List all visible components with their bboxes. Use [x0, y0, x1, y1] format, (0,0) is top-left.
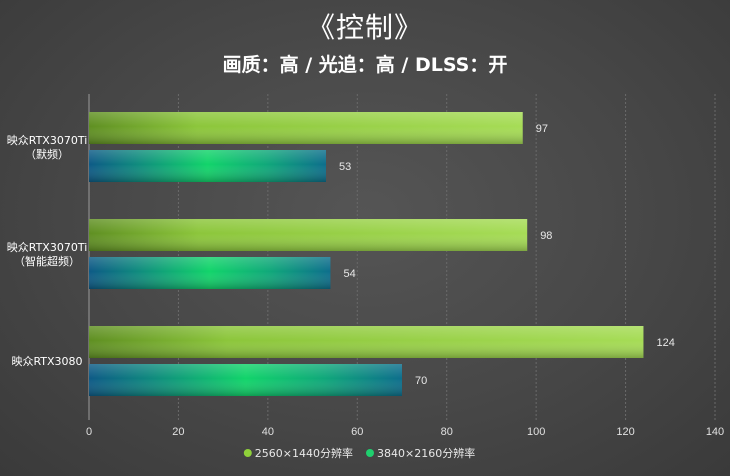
x-tick-label: 60	[351, 426, 363, 438]
category-label: 映众RTX3070Ti	[7, 134, 88, 147]
bar-shading	[89, 150, 326, 182]
x-tick-label: 140	[706, 426, 724, 438]
category-label: 映众RTX3070Ti	[7, 241, 88, 254]
data-label: 70	[415, 375, 427, 387]
data-label: 53	[339, 161, 351, 173]
legend-swatch	[243, 449, 252, 457]
legend-swatch	[366, 449, 374, 457]
category-label: （默频）	[25, 147, 69, 161]
bar-shading	[89, 257, 331, 289]
data-label: 97	[536, 123, 548, 135]
x-tick-label: 40	[262, 426, 274, 438]
x-tick-label: 20	[172, 426, 184, 438]
legend-label: 3840×2160分辨率	[377, 446, 475, 460]
data-label: 98	[540, 230, 552, 242]
chart-title: 《控制》	[306, 11, 423, 44]
bar-shading	[89, 364, 402, 396]
x-tick-label: 0	[86, 426, 92, 438]
data-label: 124	[656, 337, 674, 349]
bar-shading	[89, 112, 523, 144]
x-tick-label: 120	[616, 426, 634, 438]
data-label: 54	[343, 268, 355, 280]
legend-label: 2560×1440分辨率	[255, 446, 353, 460]
chart-subtitle: 画质：高 / 光追：高 / DLSS：开	[222, 54, 508, 76]
bar-shading	[89, 219, 528, 251]
x-tick-label: 100	[527, 426, 545, 438]
category-label: （智能超频）	[14, 254, 80, 268]
category-label: 映众RTX3080	[11, 355, 82, 368]
x-tick-label: 80	[441, 426, 453, 438]
bar-shading	[89, 326, 644, 358]
